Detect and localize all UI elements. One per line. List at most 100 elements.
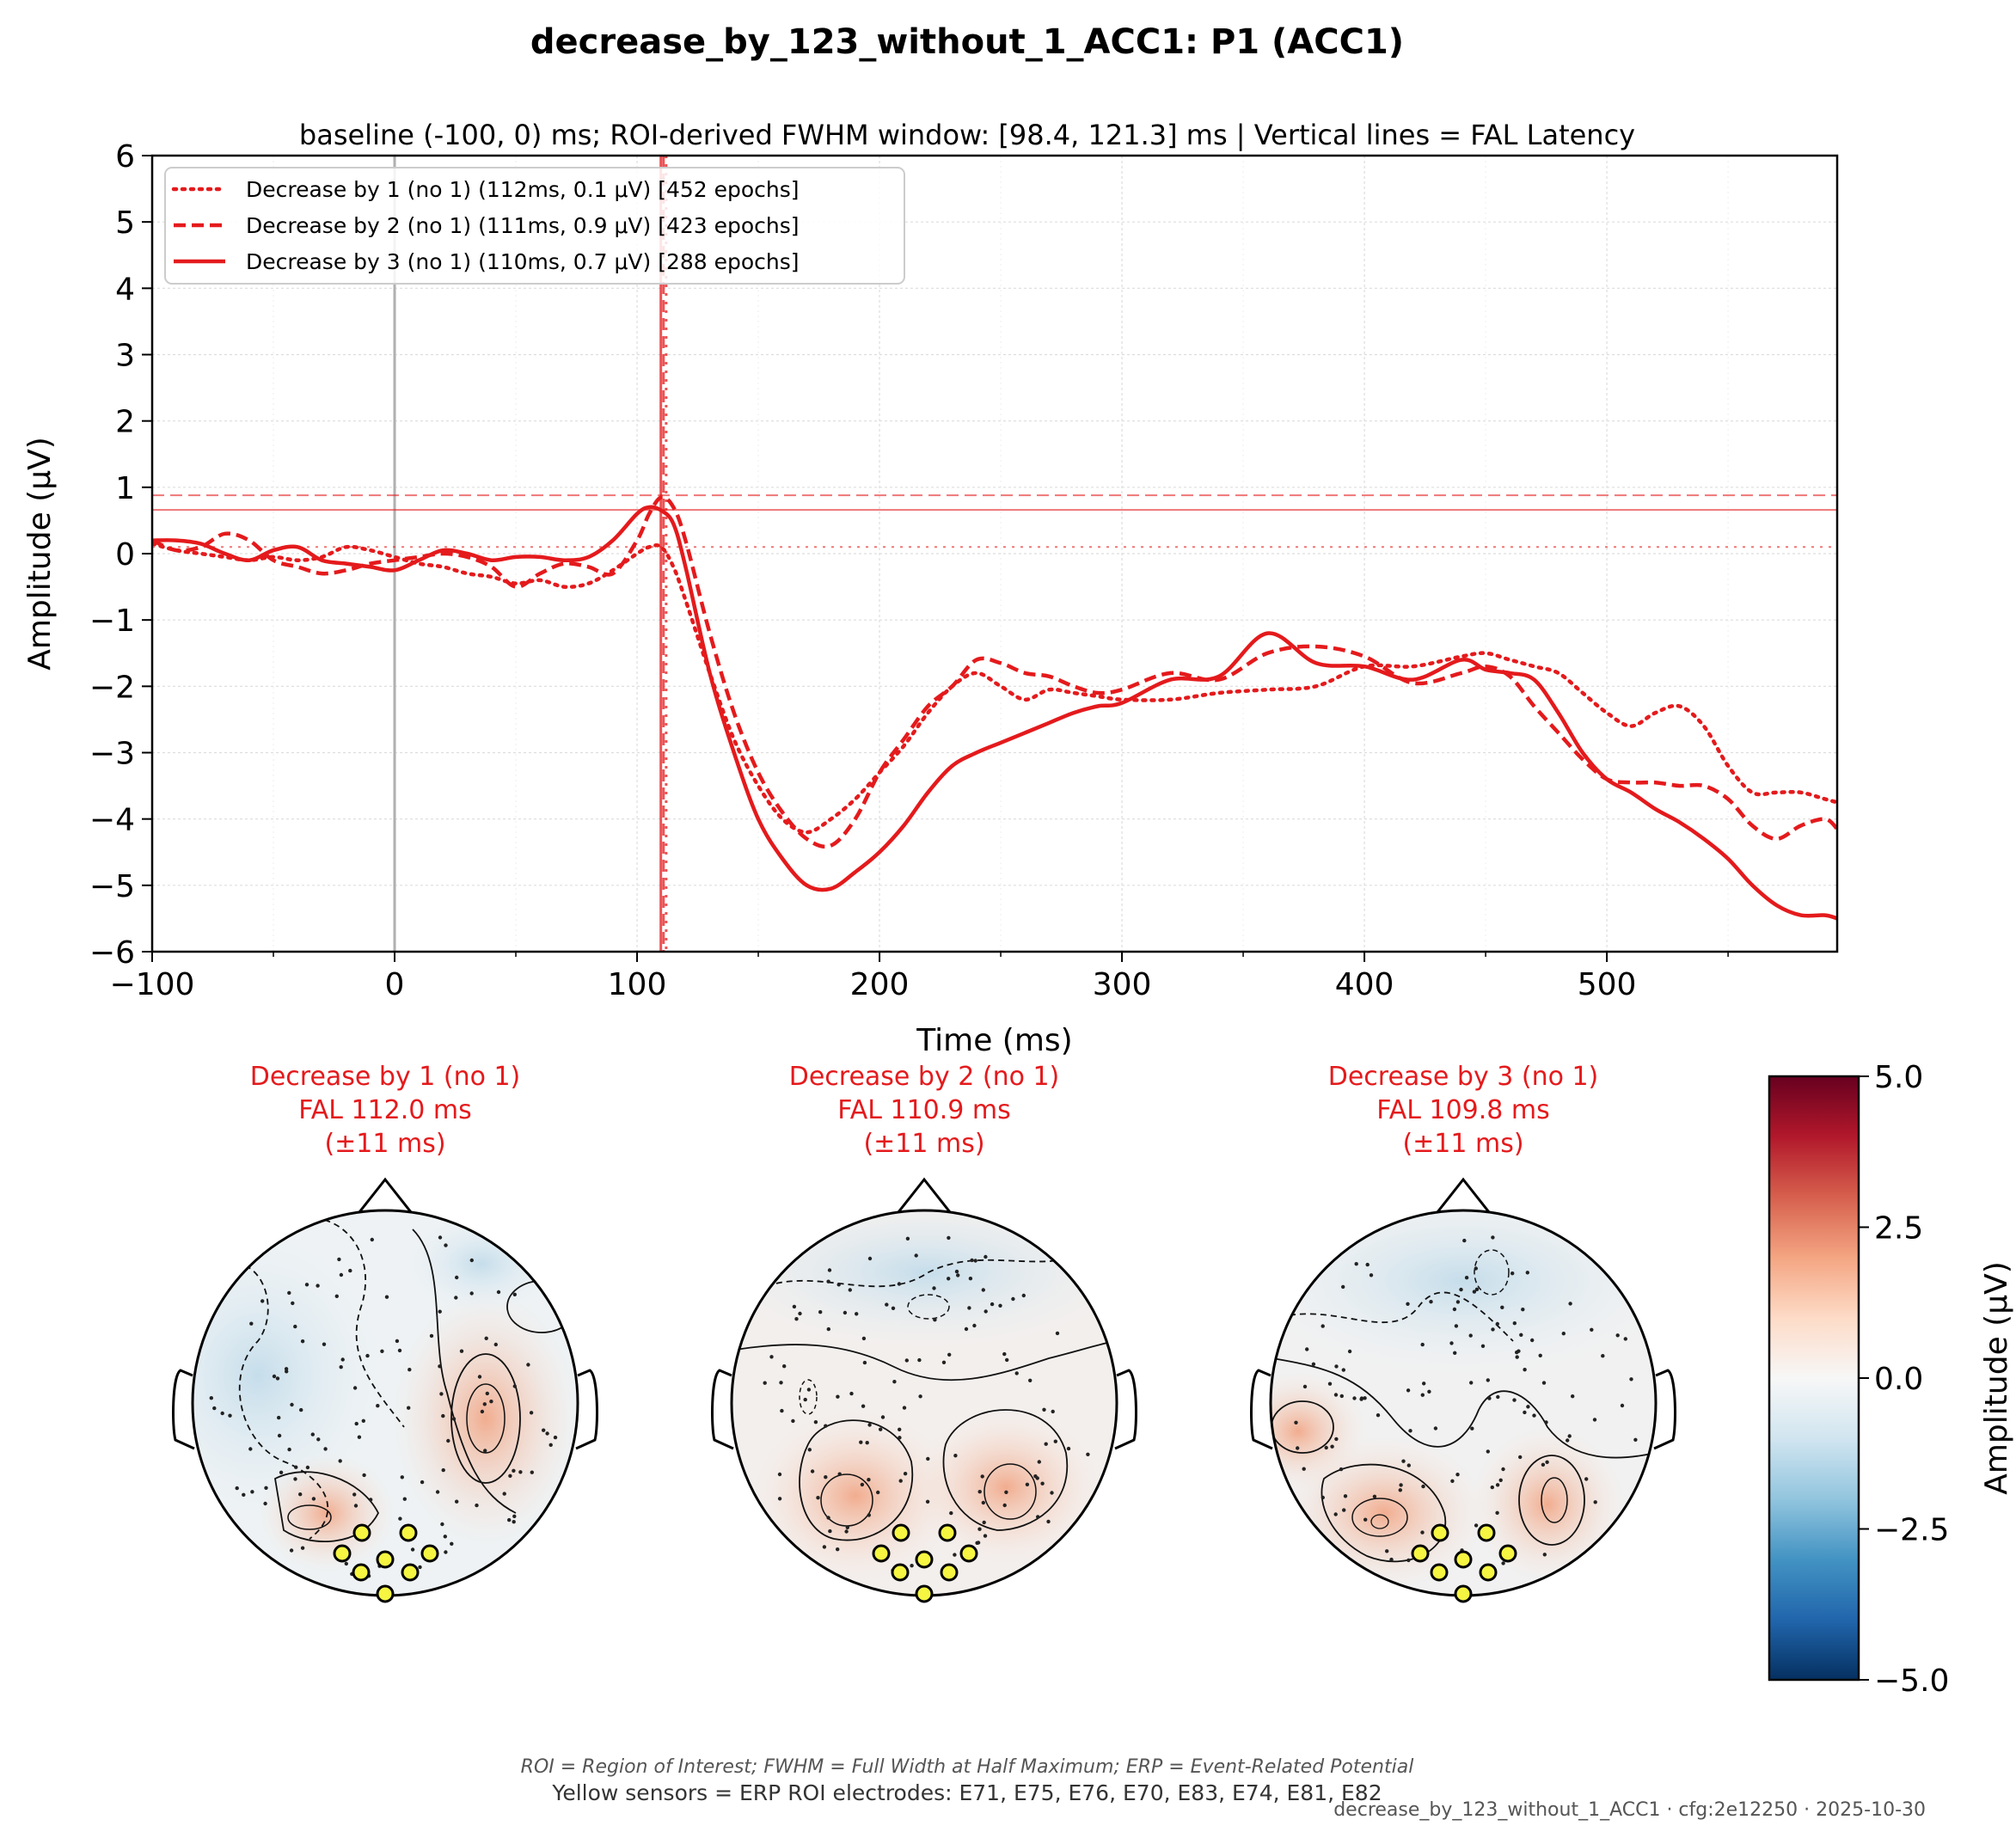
- sensor-dot: [810, 1469, 815, 1473]
- sensor-dot: [1566, 1438, 1570, 1443]
- sensor-dot: [981, 1288, 986, 1292]
- sensor-dot: [1341, 1284, 1345, 1290]
- sensor-dot: [983, 1254, 988, 1259]
- sensor-dot: [925, 1499, 930, 1504]
- sensor-dot: [316, 1284, 320, 1288]
- sensor-dot: [779, 1381, 783, 1385]
- sensor-dot: [485, 1391, 489, 1396]
- sensor-dot: [777, 1472, 782, 1477]
- sensor-dot: [275, 1376, 280, 1381]
- sensor-dot: [902, 1406, 907, 1410]
- sensor-dot: [429, 1333, 434, 1339]
- sensor-dot: [1486, 1449, 1491, 1454]
- sensor-dot: [905, 1236, 910, 1241]
- roi-sensor: [1431, 1523, 1449, 1542]
- sensor-dot: [1037, 1460, 1042, 1464]
- sensor-dot: [439, 1392, 444, 1396]
- topomap-title-line: Decrease by 2 (no 1): [789, 1062, 1060, 1092]
- sensor-dot: [287, 1447, 291, 1452]
- y-tick-label: −3: [89, 737, 135, 772]
- y-tick-label: −5: [89, 869, 135, 904]
- sensor-dot: [1453, 1351, 1457, 1356]
- sensor-dot: [1454, 1324, 1459, 1328]
- sensor-dot: [1541, 1462, 1546, 1467]
- y-tick-label: −6: [89, 935, 135, 971]
- sensor-dot: [1005, 1357, 1009, 1363]
- sensor-dot: [806, 1388, 812, 1392]
- sensor-dot: [949, 1510, 953, 1516]
- sensor-dot: [542, 1428, 546, 1432]
- sensor-dot: [1433, 1426, 1438, 1431]
- sensor-dot: [859, 1440, 863, 1444]
- sensor-dot: [917, 1357, 922, 1363]
- sensor-dot: [1296, 1446, 1300, 1450]
- sensor-dot: [970, 1258, 974, 1263]
- sensor-dot: [910, 1564, 914, 1568]
- roi-sensor: [376, 1550, 395, 1569]
- sensor-dot: [826, 1516, 830, 1520]
- sensor-dot: [968, 1277, 973, 1281]
- x-axis: −100 0 100 200 300 400 500: [110, 952, 1729, 1002]
- sensor-dot: [1354, 1262, 1358, 1266]
- sensor-dot: [983, 1534, 988, 1538]
- sensor-dot: [1523, 1368, 1527, 1372]
- sensor-dot: [502, 1492, 506, 1496]
- sensor-dot: [293, 1477, 297, 1481]
- sensor-dot: [1490, 1485, 1495, 1490]
- sensor-dot: [220, 1411, 224, 1416]
- sensor-dot: [867, 1478, 871, 1482]
- series-lines: [152, 494, 1837, 921]
- sensor-dot: [1427, 1389, 1431, 1394]
- roi-sensor: [892, 1523, 910, 1542]
- sensor-dot: [339, 1272, 344, 1277]
- roi-sensor: [940, 1563, 959, 1582]
- sensor-dot: [849, 1391, 854, 1396]
- sensor-dot: [973, 1259, 977, 1263]
- sensor-dot: [455, 1499, 459, 1504]
- x-tick-label: 500: [1578, 967, 1637, 1002]
- sensor-dot: [1334, 1437, 1339, 1442]
- sensor-dot: [1347, 1349, 1352, 1354]
- sensor-dot: [369, 1498, 373, 1502]
- sensor-dot: [444, 1550, 448, 1554]
- sensor-dot: [1333, 1512, 1338, 1516]
- sensor-dot: [898, 1427, 902, 1432]
- topomap-1-right-ear: [575, 1369, 598, 1450]
- sensor-dot: [1002, 1503, 1007, 1508]
- sensor-dot: [956, 1273, 960, 1277]
- sensor-dot: [398, 1516, 402, 1521]
- sensor-dot: [512, 1520, 516, 1524]
- sensor-dot: [446, 1438, 450, 1443]
- sensor-dot: [300, 1546, 305, 1550]
- sensor-dot: [972, 1323, 977, 1328]
- sensor-dot: [861, 1336, 867, 1341]
- sensor-dot: [340, 1357, 345, 1362]
- sensor-dot: [440, 1522, 444, 1527]
- sensor-dot: [1472, 1290, 1477, 1294]
- sensor-dot: [1491, 1327, 1495, 1332]
- figure-title: decrease_by_123_without_1_ACC1: P1 (ACC1…: [530, 22, 1404, 62]
- sensor-dot: [1593, 1500, 1597, 1504]
- sensor-dot: [1408, 1429, 1412, 1433]
- sensor-dot: [1512, 1398, 1517, 1402]
- y-tick-label: 4: [115, 272, 135, 307]
- roi-sensor: [1411, 1544, 1430, 1563]
- legend: Decrease by 1 (no 1) (112ms, 0.1 μV) [45…: [164, 167, 905, 285]
- sensor-dot: [228, 1413, 232, 1418]
- sensor-dot: [512, 1292, 517, 1297]
- sensor-dot: [249, 1321, 254, 1326]
- sensor-dot: [380, 1349, 384, 1354]
- sensor-dot: [483, 1449, 487, 1453]
- topomap-1: [172, 1177, 598, 1603]
- sensor-dot: [982, 1520, 986, 1525]
- sensor-dot: [1518, 1455, 1523, 1460]
- sensor-dot: [1429, 1300, 1433, 1304]
- sensor-dot: [1526, 1405, 1530, 1409]
- topomap-2-right-ear: [1114, 1369, 1137, 1450]
- sensor-dot: [1510, 1271, 1515, 1276]
- sensor-dot: [818, 1310, 823, 1314]
- sensor-dot: [512, 1384, 517, 1388]
- sensor-dot: [1501, 1561, 1505, 1565]
- colorbar-tick-label: −5.0: [1874, 1663, 1949, 1699]
- sensor-dot: [1339, 1467, 1344, 1472]
